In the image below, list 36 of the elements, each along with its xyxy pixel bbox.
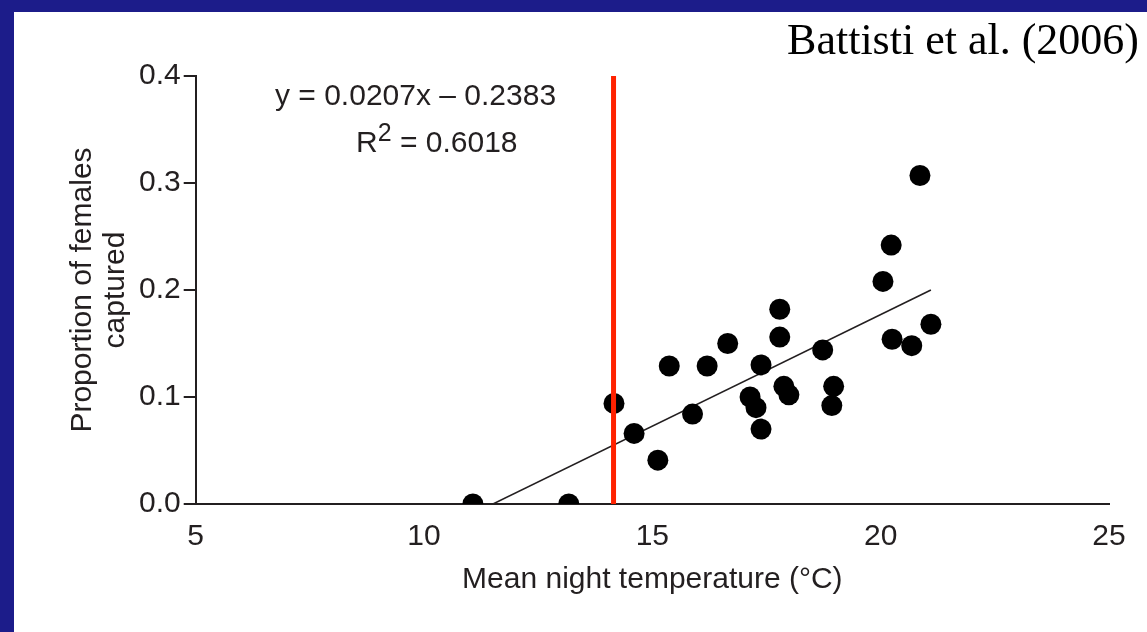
x-tick-label: 20: [863, 518, 898, 552]
point: [696, 355, 718, 377]
point: [682, 403, 704, 425]
point: [872, 270, 894, 292]
point: [821, 395, 843, 417]
x-tick-label: 15: [635, 518, 670, 552]
annotation: y = 0.0207x – 0.2383: [275, 78, 557, 112]
point: [823, 375, 845, 397]
y-tick-label: 0.4: [138, 57, 181, 91]
point: [812, 339, 834, 361]
x-tick-label: 5: [187, 518, 205, 552]
y-tick-label: 0.2: [138, 271, 181, 305]
point: [745, 397, 767, 419]
y-tick-label: 0.0: [138, 485, 181, 519]
annotation: R$^{2}$ = 0.6018: [356, 118, 518, 159]
text: Battisti et al. (2006): [787, 14, 1139, 65]
point: [623, 422, 645, 444]
y-axis-title: Proportion of females captured: [63, 147, 130, 433]
point: [778, 384, 800, 406]
point: [647, 449, 669, 471]
x-axis-title: Mean night temperature (°C): [462, 561, 843, 595]
point: [658, 355, 680, 377]
point: [880, 234, 902, 256]
point: [717, 333, 739, 354]
point: [881, 328, 903, 350]
point: [901, 335, 923, 357]
point: [769, 298, 791, 320]
point: [909, 165, 931, 187]
x-tick-label: 10: [407, 518, 441, 552]
point: [750, 418, 772, 440]
point: [920, 313, 942, 335]
x-tick-label: 25: [1092, 518, 1126, 552]
y-tick-label: 0.1: [138, 378, 181, 412]
point: [769, 326, 791, 348]
y-tick-label: 0.3: [138, 164, 181, 198]
point: [750, 354, 772, 376]
